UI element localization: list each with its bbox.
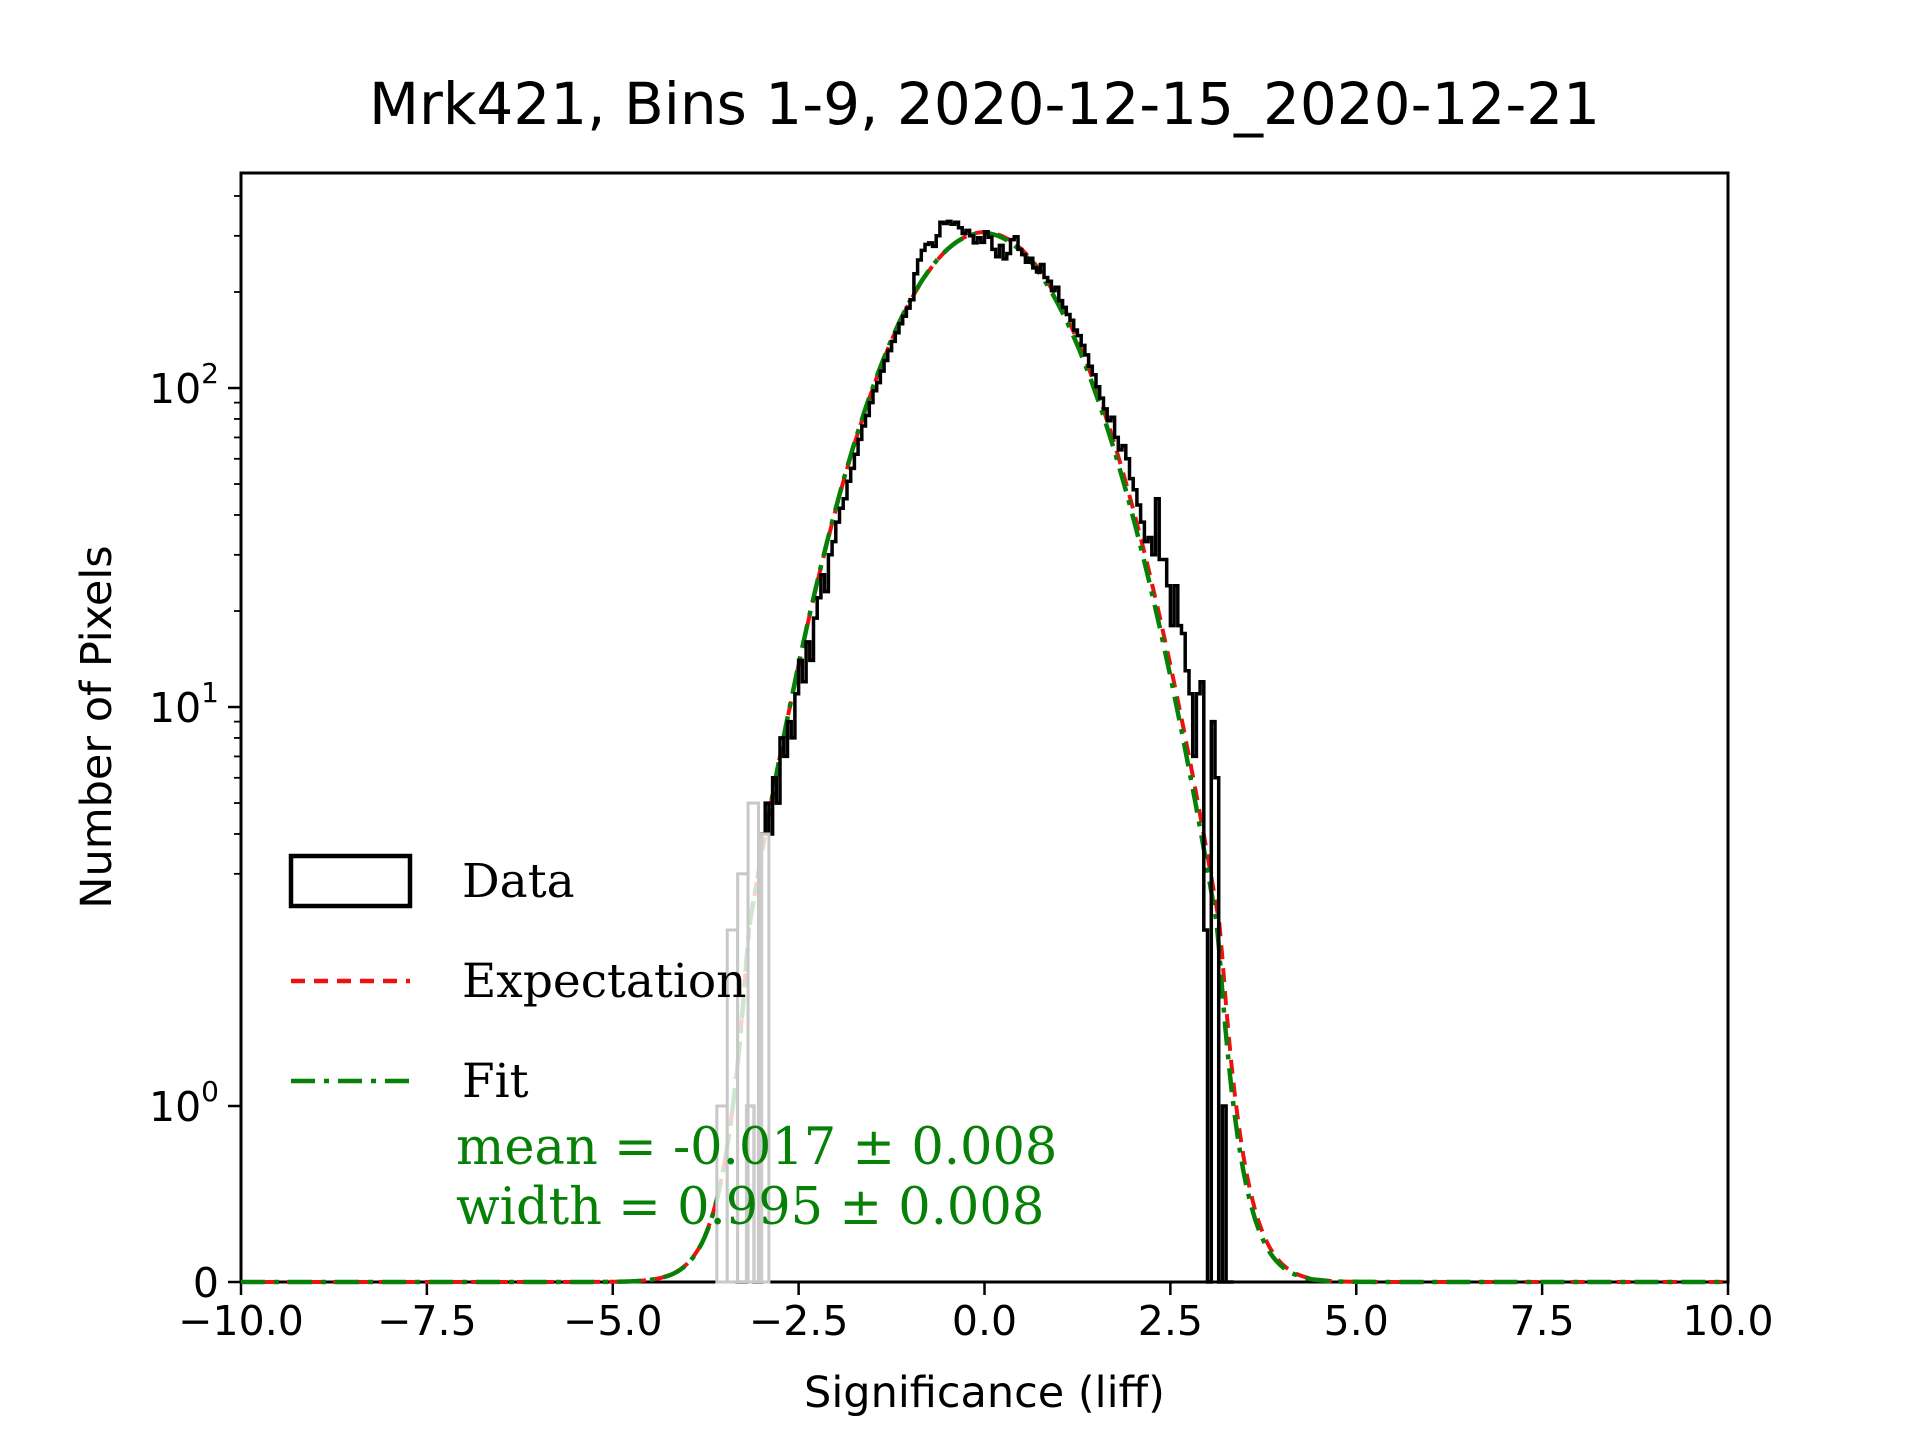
y-tick-label: 100 xyxy=(149,1075,219,1131)
legend-label: Data xyxy=(462,854,575,909)
data-histogram xyxy=(735,219,1234,1284)
x-tick-label: −2.5 xyxy=(749,1297,849,1345)
x-axis-label: Significance (liff) xyxy=(804,1368,1165,1418)
y-axis-label: Number of Pixels xyxy=(72,545,122,909)
fit-curve xyxy=(241,230,1728,1285)
chart-title: Mrk421, Bins 1-9, 2020-12-15_2020-12-21 xyxy=(368,70,1601,138)
x-tick-label: −10.0 xyxy=(178,1297,304,1345)
x-tick-label: 10.0 xyxy=(1682,1297,1773,1345)
y-tick-label: 102 xyxy=(149,357,219,413)
plot-frame xyxy=(239,171,1730,1284)
x-tick-label: 0.0 xyxy=(952,1297,1017,1345)
y-tick-label: 101 xyxy=(149,676,219,732)
x-tick-label: 2.5 xyxy=(1138,1297,1203,1345)
y-tick-label: 0 xyxy=(193,1259,219,1307)
x-tick-label: 5.0 xyxy=(1324,1297,1389,1345)
legend-data-swatch xyxy=(288,853,413,909)
x-tick-label: −7.5 xyxy=(377,1297,477,1345)
fit-width-annotation: width = 0.995 ± 0.008 xyxy=(456,1178,1045,1237)
x-tick-label: 7.5 xyxy=(1510,1297,1575,1345)
legend-label: Expectation xyxy=(462,954,746,1009)
fit-mean-annotation: mean = -0.017 ± 0.008 xyxy=(456,1118,1058,1177)
excluded-histogram-bar xyxy=(756,832,771,1284)
x-tick-label: −5.0 xyxy=(563,1297,663,1345)
legend-label: Fit xyxy=(462,1054,529,1109)
